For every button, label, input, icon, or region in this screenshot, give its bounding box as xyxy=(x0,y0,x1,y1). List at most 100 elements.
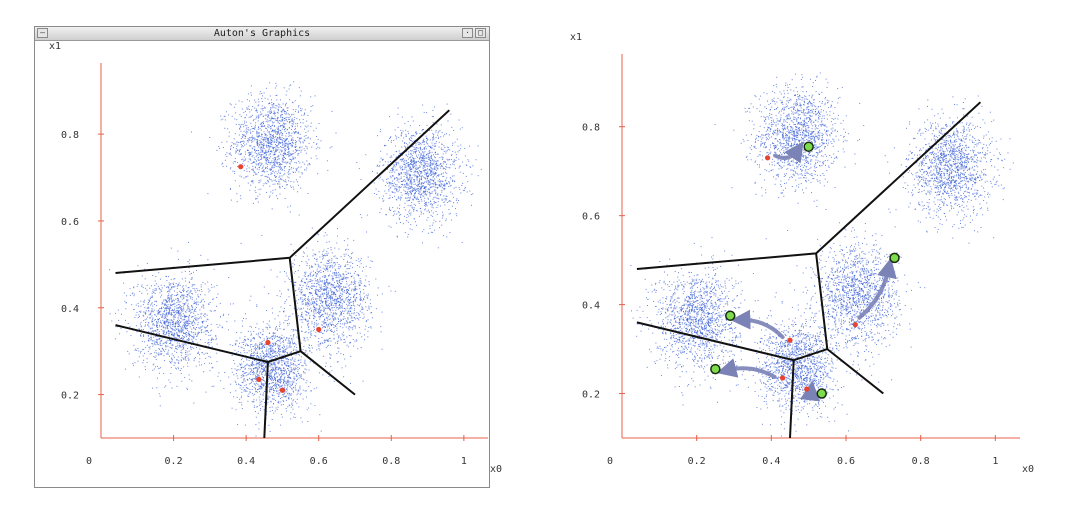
data-point xyxy=(277,127,279,129)
data-point xyxy=(322,374,324,376)
data-point xyxy=(413,149,415,150)
data-point xyxy=(201,306,202,308)
data-point xyxy=(145,322,147,323)
data-point xyxy=(426,219,428,221)
data-point xyxy=(350,258,352,259)
data-point xyxy=(414,162,416,164)
data-point xyxy=(404,193,406,195)
data-point xyxy=(301,291,303,293)
data-point xyxy=(336,282,338,284)
minimize-icon[interactable]: · xyxy=(462,28,473,38)
data-point xyxy=(434,173,436,175)
data-point xyxy=(202,325,204,327)
data-point xyxy=(445,179,447,181)
data-point xyxy=(410,163,412,164)
data-point xyxy=(296,181,298,183)
data-point xyxy=(307,136,309,138)
data-point xyxy=(354,289,356,291)
data-point xyxy=(294,142,296,144)
data-point xyxy=(469,166,471,168)
data-point xyxy=(441,172,443,174)
data-point xyxy=(285,132,287,134)
data-point xyxy=(250,162,252,164)
data-point xyxy=(251,156,253,158)
data-point xyxy=(262,138,264,140)
maximize-icon[interactable]: □ xyxy=(475,28,486,38)
data-point xyxy=(144,325,146,327)
data-point xyxy=(270,128,272,130)
data-point xyxy=(381,348,383,350)
data-point xyxy=(330,295,331,297)
data-point xyxy=(299,138,301,139)
data-point xyxy=(289,121,291,123)
data-point xyxy=(446,198,448,200)
data-point xyxy=(255,198,257,200)
data-point xyxy=(314,280,316,282)
data-point xyxy=(396,222,398,224)
data-point xyxy=(414,170,416,172)
data-point xyxy=(378,166,380,167)
data-point xyxy=(338,264,340,265)
data-point xyxy=(293,281,295,283)
data-point xyxy=(192,287,194,289)
data-point xyxy=(441,157,443,159)
data-point xyxy=(409,183,411,185)
data-point xyxy=(310,307,312,309)
data-point xyxy=(303,275,305,277)
data-point xyxy=(402,158,404,160)
data-point xyxy=(242,134,244,136)
data-point xyxy=(431,192,433,194)
data-point xyxy=(140,305,142,307)
data-point xyxy=(166,312,168,314)
data-point xyxy=(127,350,129,352)
data-point xyxy=(283,117,285,119)
data-point xyxy=(419,188,421,190)
data-point xyxy=(188,282,190,284)
data-point xyxy=(319,308,321,309)
data-point xyxy=(355,315,357,316)
data-point xyxy=(442,149,444,151)
data-point xyxy=(140,326,142,328)
data-point xyxy=(385,145,387,146)
data-point xyxy=(429,225,431,227)
data-point xyxy=(315,275,317,277)
window-titlebar[interactable]: – Auton's Graphics · □ xyxy=(35,27,489,41)
data-point xyxy=(347,317,349,319)
data-point xyxy=(414,171,416,173)
data-point xyxy=(161,339,163,341)
data-point xyxy=(258,132,260,134)
data-point xyxy=(319,279,321,281)
data-point xyxy=(282,118,284,120)
data-point xyxy=(180,315,182,317)
data-point xyxy=(255,118,257,120)
data-point xyxy=(428,158,430,160)
data-point xyxy=(358,275,360,276)
data-point xyxy=(278,155,280,157)
data-point xyxy=(164,328,166,330)
data-point xyxy=(152,345,154,347)
data-point xyxy=(322,314,324,316)
data-point xyxy=(422,160,424,162)
data-point xyxy=(426,176,428,178)
data-point xyxy=(414,162,416,164)
data-point xyxy=(346,289,348,290)
data-point xyxy=(446,166,448,168)
data-point xyxy=(376,165,378,167)
data-point xyxy=(182,338,184,340)
window-menu-icon[interactable]: – xyxy=(37,28,48,38)
data-point xyxy=(404,190,406,192)
data-point xyxy=(187,325,188,326)
data-point xyxy=(363,313,365,315)
data-point xyxy=(129,294,131,296)
data-point xyxy=(423,161,425,163)
data-point xyxy=(316,324,318,326)
data-point xyxy=(158,321,159,323)
data-point xyxy=(354,288,356,290)
data-point xyxy=(303,135,305,137)
data-point xyxy=(311,323,313,325)
data-point xyxy=(326,287,328,288)
data-point xyxy=(185,316,187,317)
data-point xyxy=(171,320,173,322)
data-point xyxy=(329,295,331,297)
data-point xyxy=(340,339,342,341)
